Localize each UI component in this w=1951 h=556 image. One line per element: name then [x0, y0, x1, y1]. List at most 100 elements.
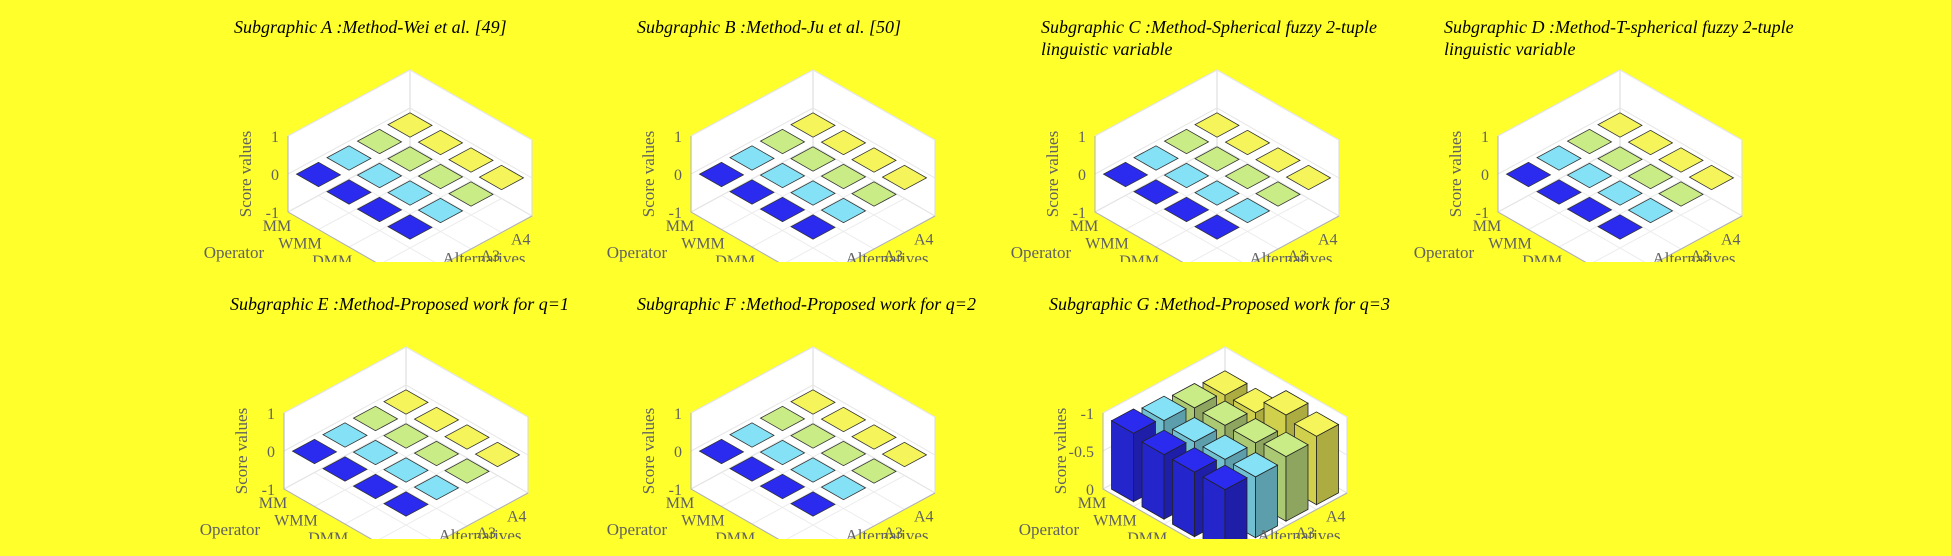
bar-top — [1133, 145, 1179, 171]
bar-WDMM-A4 — [478, 164, 525, 191]
alternative-tick-label: A4 — [1721, 231, 1741, 248]
y-axis-line — [1260, 492, 1348, 539]
bar-DMM-A4 — [851, 424, 897, 450]
bar-top — [383, 457, 429, 483]
bar-top — [417, 163, 464, 190]
floor-grid-line — [751, 455, 875, 527]
bar-MM-A1 — [1102, 161, 1149, 188]
z-tick-label: -1 — [669, 482, 682, 499]
bar-MM-A2 — [1133, 145, 1179, 171]
operator-tick-label: WMM — [681, 235, 725, 252]
z-tick-label: 1 — [674, 129, 682, 146]
z-tick-label: -1 — [262, 482, 275, 499]
bar-DMM-A4 — [851, 147, 897, 173]
bar-top — [851, 458, 897, 484]
operator-tick-label: MM — [1473, 218, 1501, 235]
alternative-tick-label: A4 — [507, 508, 527, 525]
operator-tick-label: MM — [666, 495, 694, 512]
bar-top — [1536, 179, 1582, 205]
bar-top — [698, 161, 745, 188]
bar-top — [1110, 408, 1157, 434]
bar-MM-A2 — [326, 145, 372, 171]
bar-top — [448, 181, 494, 207]
x-axis-line — [1102, 488, 1192, 539]
bar-top — [1141, 429, 1187, 456]
floor-grid-line — [1155, 178, 1279, 250]
bar-MM-A1 — [295, 161, 342, 188]
alternative-tick-label: A3 — [883, 525, 903, 539]
floor-grid-line — [318, 195, 436, 262]
operator-tick-label: MM — [263, 218, 291, 235]
bar-WDMM-A3 — [851, 181, 897, 207]
bar-top — [295, 161, 342, 188]
bar-top — [1141, 395, 1187, 422]
y-axis-line — [441, 492, 529, 539]
bar-top — [1566, 162, 1613, 189]
bar3d-chart: 10-1MMWMMDMMWDMMA1A2A3A4Score valuesOper… — [1414, 69, 1744, 262]
bar-WMM-A3 — [383, 423, 429, 449]
z-axis-label: Score values — [1051, 408, 1070, 494]
y-axis-label: Alternatives — [442, 249, 525, 262]
z-tick-label: -1 — [669, 205, 682, 222]
z-tick-label: 1 — [674, 406, 682, 423]
bar-WDMM-A4 — [881, 441, 928, 468]
bar-top — [1194, 180, 1240, 206]
bar-top — [729, 456, 775, 482]
bar-DMM-A1 — [352, 473, 399, 500]
bar-top — [1163, 128, 1210, 155]
bar-side-face — [1285, 444, 1309, 522]
bar-DMM-A1 — [759, 196, 806, 223]
y-axis-label: Alternatives — [1249, 249, 1332, 262]
bar-top — [790, 423, 836, 449]
alternative-tick-label: A4 — [1326, 508, 1346, 525]
bar-WMM-A4 — [820, 406, 867, 433]
y-axis-line — [848, 215, 936, 262]
bar-top — [1627, 129, 1674, 156]
bar-WMM-A3 — [790, 423, 836, 449]
bar-WDMM-A3 — [444, 458, 490, 484]
z-tick-label: 1 — [1481, 129, 1489, 146]
bar-DMM-A2 — [790, 180, 836, 206]
bar-WDMM-A1 — [790, 491, 836, 517]
bar-top — [1597, 112, 1643, 138]
floor-grid-line — [751, 178, 875, 250]
alternative-tick-label: A4 — [914, 231, 934, 248]
bar-MM-A3 — [759, 128, 806, 155]
subgraphic-b: Subgraphic B :Method-Ju et al. [50] 1 0 -1… — [603, 12, 1043, 262]
bar-top — [1232, 418, 1279, 444]
bar-top — [352, 473, 399, 500]
x-axis-label: Operator — [1414, 243, 1475, 262]
bar-top — [759, 439, 806, 466]
bar-MM-A3 — [356, 128, 403, 155]
floor-grid-line — [379, 162, 502, 233]
operator-tick-label: WMM — [1488, 235, 1532, 252]
z-axis-label: Score values — [639, 131, 658, 217]
bar-top — [820, 129, 867, 156]
x-axis-line — [1497, 211, 1587, 262]
bar-top — [356, 128, 403, 155]
bar-top — [851, 147, 897, 173]
y-axis-label: Alternatives — [1652, 249, 1735, 262]
bar-WDMM-A3 — [851, 458, 897, 484]
bar-top — [1102, 161, 1149, 188]
bar-top — [759, 128, 806, 155]
operator-tick-label: DMM — [1522, 253, 1562, 262]
bar-top — [1202, 400, 1248, 426]
alternative-tick-label: A4 — [1318, 231, 1338, 248]
bar-DMM-A1 — [356, 196, 403, 223]
bar-WMM-A4 — [820, 129, 867, 156]
z-tick-label: 0 — [271, 167, 279, 184]
bar-MM-A3 — [1163, 128, 1210, 155]
bar-top — [387, 112, 433, 138]
bar-top — [356, 162, 403, 189]
bar-WMM-A1 — [1536, 179, 1582, 205]
x-axis-label: Operator — [1011, 243, 1072, 262]
bar-DMM-A4 — [448, 147, 494, 173]
bar-top — [851, 181, 897, 207]
bar-DMM-A4 — [1658, 147, 1704, 173]
bar-WMM-A3 — [1194, 146, 1240, 172]
z-grid-line — [1497, 107, 1743, 179]
bar-top — [790, 491, 836, 517]
bar3d-chart: 10-1MMWMMDMMWDMMA1A2A3A4Score valuesOper… — [607, 69, 937, 262]
bar-WDMM-A1 — [383, 491, 429, 517]
